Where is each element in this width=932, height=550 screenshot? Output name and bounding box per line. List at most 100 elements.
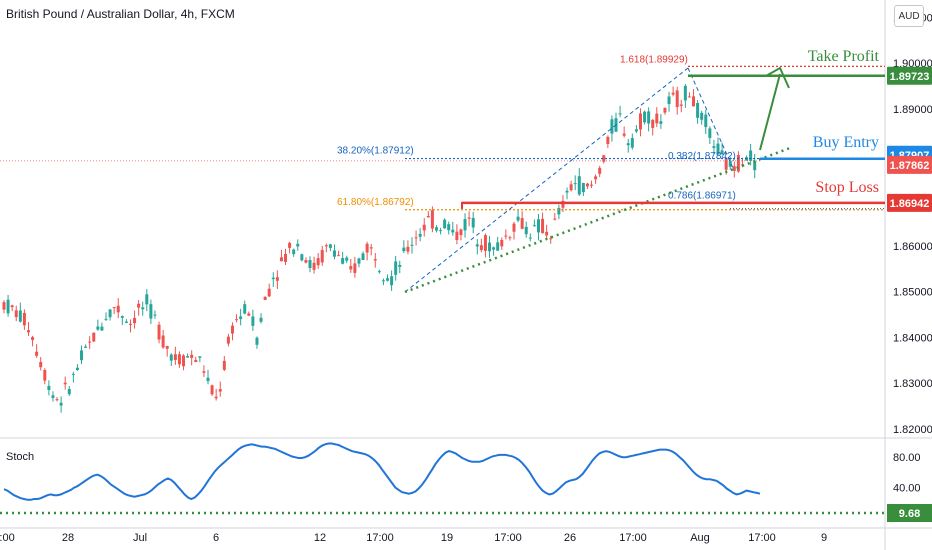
- time-tick-label: Jul: [133, 532, 147, 544]
- candle-body: [508, 237, 512, 239]
- candle-body: [75, 367, 79, 371]
- time-tick-label: 9: [821, 532, 827, 544]
- candle-body: [426, 216, 430, 218]
- candle-body: [577, 176, 581, 195]
- candle-body: [247, 313, 251, 316]
- candle-body: [26, 330, 30, 333]
- candle-body: [141, 307, 145, 310]
- time-tick-label: 19: [441, 532, 453, 544]
- time-tick-label: 26: [564, 532, 576, 544]
- candle-body: [71, 373, 75, 375]
- take-profit-price-tag-bg: [887, 66, 932, 85]
- candle-body: [536, 219, 540, 233]
- candle-body: [626, 143, 630, 146]
- candle-body: [463, 219, 467, 231]
- candle-body: [504, 235, 508, 237]
- candle-body: [590, 184, 594, 186]
- candle-body: [606, 136, 610, 145]
- stop-loss-price-tag-bg: [887, 193, 932, 212]
- price-tick-label: 1.89000: [893, 104, 932, 116]
- candle-body: [157, 324, 161, 340]
- candle-body: [194, 359, 198, 363]
- candle-body: [451, 229, 455, 233]
- candle-body: [365, 243, 369, 253]
- candle-body: [263, 296, 267, 301]
- candle-body: [528, 237, 532, 239]
- take-profit-text: Take Profit: [808, 48, 880, 65]
- candle-body: [186, 356, 190, 358]
- candle-body: [190, 354, 194, 358]
- candle-body: [320, 249, 324, 263]
- candle-body: [671, 92, 675, 95]
- candle-body: [732, 166, 736, 171]
- candle-body: [284, 254, 288, 262]
- candle-body: [455, 231, 459, 240]
- fib-1618-label: 1.618(1.89929): [620, 54, 688, 65]
- candle-body: [206, 377, 210, 382]
- candle-body: [116, 305, 120, 313]
- candle-body: [51, 395, 55, 398]
- candle-body: [659, 121, 663, 124]
- candle-body: [173, 354, 177, 360]
- candle-body: [292, 249, 296, 255]
- candle-body: [573, 183, 577, 185]
- candle-body: [557, 208, 561, 215]
- candle-body: [410, 244, 414, 246]
- candle-body: [520, 218, 524, 229]
- fib-618pct-label: 61.80%(1.86792): [337, 197, 414, 208]
- candle-body: [47, 385, 51, 391]
- candle-body: [120, 316, 124, 318]
- candle-body: [145, 294, 149, 305]
- candle-body: [349, 266, 353, 270]
- candle-body: [483, 235, 487, 251]
- currency-button[interactable]: AUD: [894, 5, 924, 27]
- candle-body: [165, 346, 169, 349]
- candle-body: [324, 245, 328, 247]
- candle-body: [728, 160, 732, 167]
- candle-body: [655, 113, 659, 124]
- price-tick-label: 1.85000: [893, 287, 932, 299]
- candle-body: [18, 310, 22, 322]
- candle-body: [598, 167, 602, 174]
- candle-body: [104, 318, 108, 320]
- candle-body: [214, 396, 218, 399]
- candle-body: [226, 336, 230, 344]
- stoch-level-tag-bg: [887, 504, 932, 522]
- candle-body: [541, 218, 545, 234]
- candle-body: [532, 225, 536, 227]
- time-tick-label: 17:00: [748, 532, 776, 544]
- candle-body: [406, 246, 410, 252]
- candle-body: [251, 316, 255, 326]
- candle-body: [610, 119, 614, 134]
- fib-0786-label: 0.786(1.86971): [668, 191, 736, 202]
- candle-body: [545, 231, 549, 236]
- candle-body: [585, 183, 589, 187]
- candle-body: [386, 278, 390, 281]
- candle-body: [549, 238, 553, 240]
- stoch-line: [3, 442, 761, 501]
- candle-body: [471, 217, 475, 228]
- candle-body: [2, 302, 6, 310]
- candle-body: [602, 155, 606, 162]
- candle-body: [512, 223, 516, 232]
- candle-body: [337, 255, 341, 257]
- target-arrow-head: [765, 66, 790, 89]
- candle-body: [647, 111, 651, 124]
- candle-body: [304, 260, 308, 263]
- candle-body: [377, 271, 381, 273]
- candle-body: [275, 277, 279, 281]
- candle-body: [447, 224, 451, 231]
- candle-body: [149, 304, 153, 319]
- candle-body: [198, 356, 202, 358]
- candle-body: [381, 280, 385, 282]
- candle-body: [622, 133, 626, 136]
- candle-body: [434, 227, 438, 231]
- candle-body: [255, 337, 259, 345]
- candle-body: [667, 96, 671, 105]
- candle-body: [210, 385, 214, 395]
- candle-body: [112, 307, 116, 309]
- candle-body: [418, 233, 422, 237]
- candle-body: [492, 247, 496, 250]
